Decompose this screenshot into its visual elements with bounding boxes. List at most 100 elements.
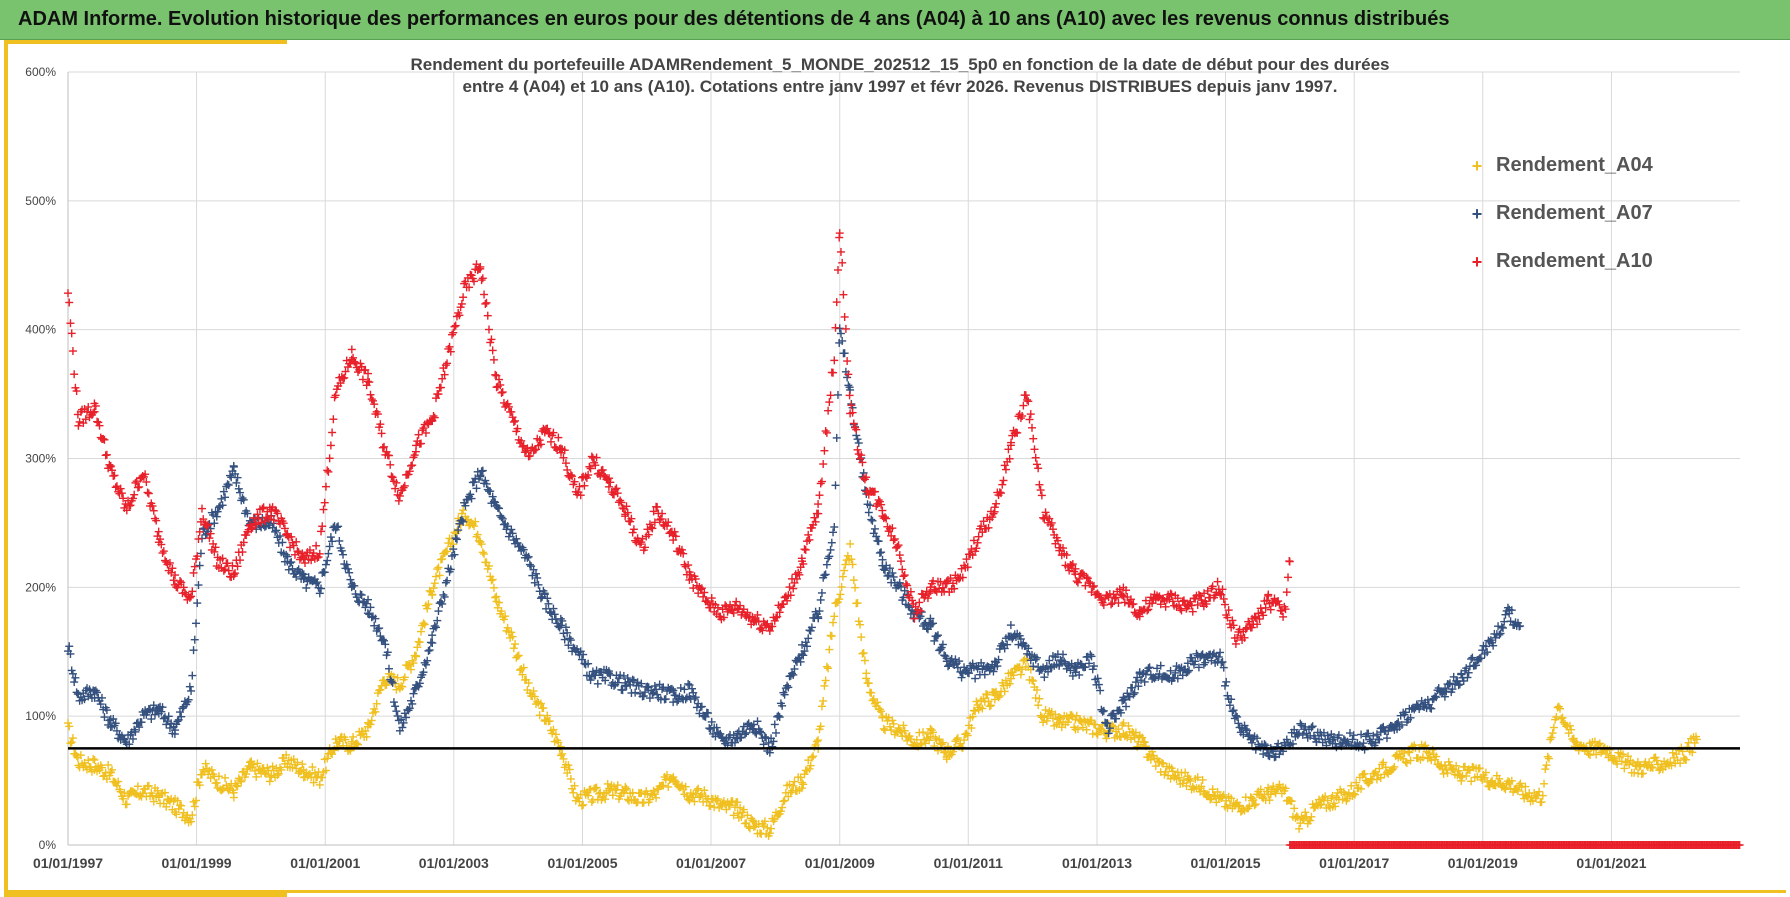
data-point [431, 572, 440, 581]
data-point [335, 737, 344, 746]
data-point [409, 659, 418, 668]
data-point [985, 702, 994, 711]
data-point [1295, 824, 1304, 833]
data-point [194, 581, 203, 590]
data-point [406, 665, 415, 674]
x-tick-label: 01/01/1999 [161, 855, 231, 871]
data-point [843, 551, 852, 560]
data-point [722, 805, 731, 814]
data-point [217, 494, 226, 503]
data-point [349, 732, 358, 741]
data-point [508, 632, 517, 641]
data-point [798, 778, 807, 787]
data-point [435, 571, 444, 580]
data-point [867, 688, 876, 697]
data-point [507, 628, 516, 637]
data-point [873, 698, 882, 707]
data-point [361, 727, 370, 736]
data-point [830, 612, 839, 621]
data-point [601, 795, 610, 804]
data-point [188, 671, 197, 680]
data-point [726, 801, 735, 810]
data-point [875, 705, 884, 714]
data-point [212, 778, 221, 787]
data-point [1029, 677, 1038, 686]
data-point [613, 781, 622, 790]
data-point [952, 735, 961, 744]
data-point [413, 643, 422, 652]
data-point [309, 778, 318, 787]
data-point [728, 797, 737, 806]
data-point [161, 788, 170, 797]
data-point [420, 620, 429, 629]
data-point [1547, 733, 1556, 742]
data-point [284, 565, 293, 574]
data-point [584, 791, 593, 800]
x-tick-label: 01/01/2009 [805, 855, 875, 871]
data-point [755, 829, 764, 838]
data-point [1467, 777, 1476, 786]
data-point [488, 575, 497, 584]
data-point [837, 582, 846, 591]
data-point [122, 800, 131, 809]
data-point [1638, 769, 1647, 778]
data-point [1091, 720, 1100, 729]
data-point [637, 788, 646, 797]
data-point [820, 681, 829, 690]
data-point [89, 754, 98, 763]
data-point [840, 566, 849, 575]
data-point [621, 783, 630, 792]
data-point [864, 679, 873, 688]
data-point [323, 754, 332, 763]
data-point [293, 758, 302, 767]
data-point [428, 590, 437, 599]
data-point [298, 760, 307, 769]
data-point [847, 555, 856, 564]
data-point [877, 707, 886, 716]
data-point [232, 781, 241, 790]
x-axis: 01/01/1997 01/01/1999 01/01/2001 01/01/2003… [33, 855, 1647, 871]
data-point [144, 781, 153, 790]
data-point [692, 786, 701, 795]
data-point [1541, 765, 1550, 774]
data-point [268, 762, 277, 771]
data-point [540, 716, 549, 725]
data-point [487, 576, 496, 585]
data-point [277, 765, 286, 774]
data-point [807, 753, 816, 762]
data-point [855, 620, 864, 629]
data-point [858, 649, 867, 658]
header-title: ADAM Informe. Evolution historique des p… [18, 8, 1449, 31]
data-point [533, 697, 542, 706]
data-point [473, 530, 482, 539]
data-point [326, 533, 335, 542]
data-point [389, 698, 398, 707]
grid-lines [67, 71, 1740, 846]
data-point [785, 780, 794, 789]
data-point [1016, 670, 1025, 679]
data-point [1265, 796, 1274, 805]
data-point [548, 729, 557, 738]
data-point [190, 802, 199, 811]
data-point [925, 736, 934, 745]
data-point [827, 632, 836, 641]
data-point [806, 761, 815, 770]
data-point [853, 599, 862, 608]
data-point [1540, 779, 1549, 788]
data-point [1543, 752, 1552, 761]
data-point [323, 556, 332, 565]
data-point [371, 707, 380, 716]
data-point [889, 719, 898, 728]
data-point [65, 642, 74, 651]
header-bar: ADAM Informe. Evolution historique des p… [0, 0, 1790, 40]
data-point [1035, 694, 1044, 703]
data-point [218, 785, 227, 794]
data-point [149, 797, 158, 806]
data-point [739, 805, 748, 814]
x-tick-label: 01/01/2001 [290, 855, 360, 871]
data-point [899, 721, 908, 730]
data-point [72, 688, 81, 697]
data-point [745, 824, 754, 833]
data-point [193, 599, 202, 608]
data-point [860, 656, 869, 665]
